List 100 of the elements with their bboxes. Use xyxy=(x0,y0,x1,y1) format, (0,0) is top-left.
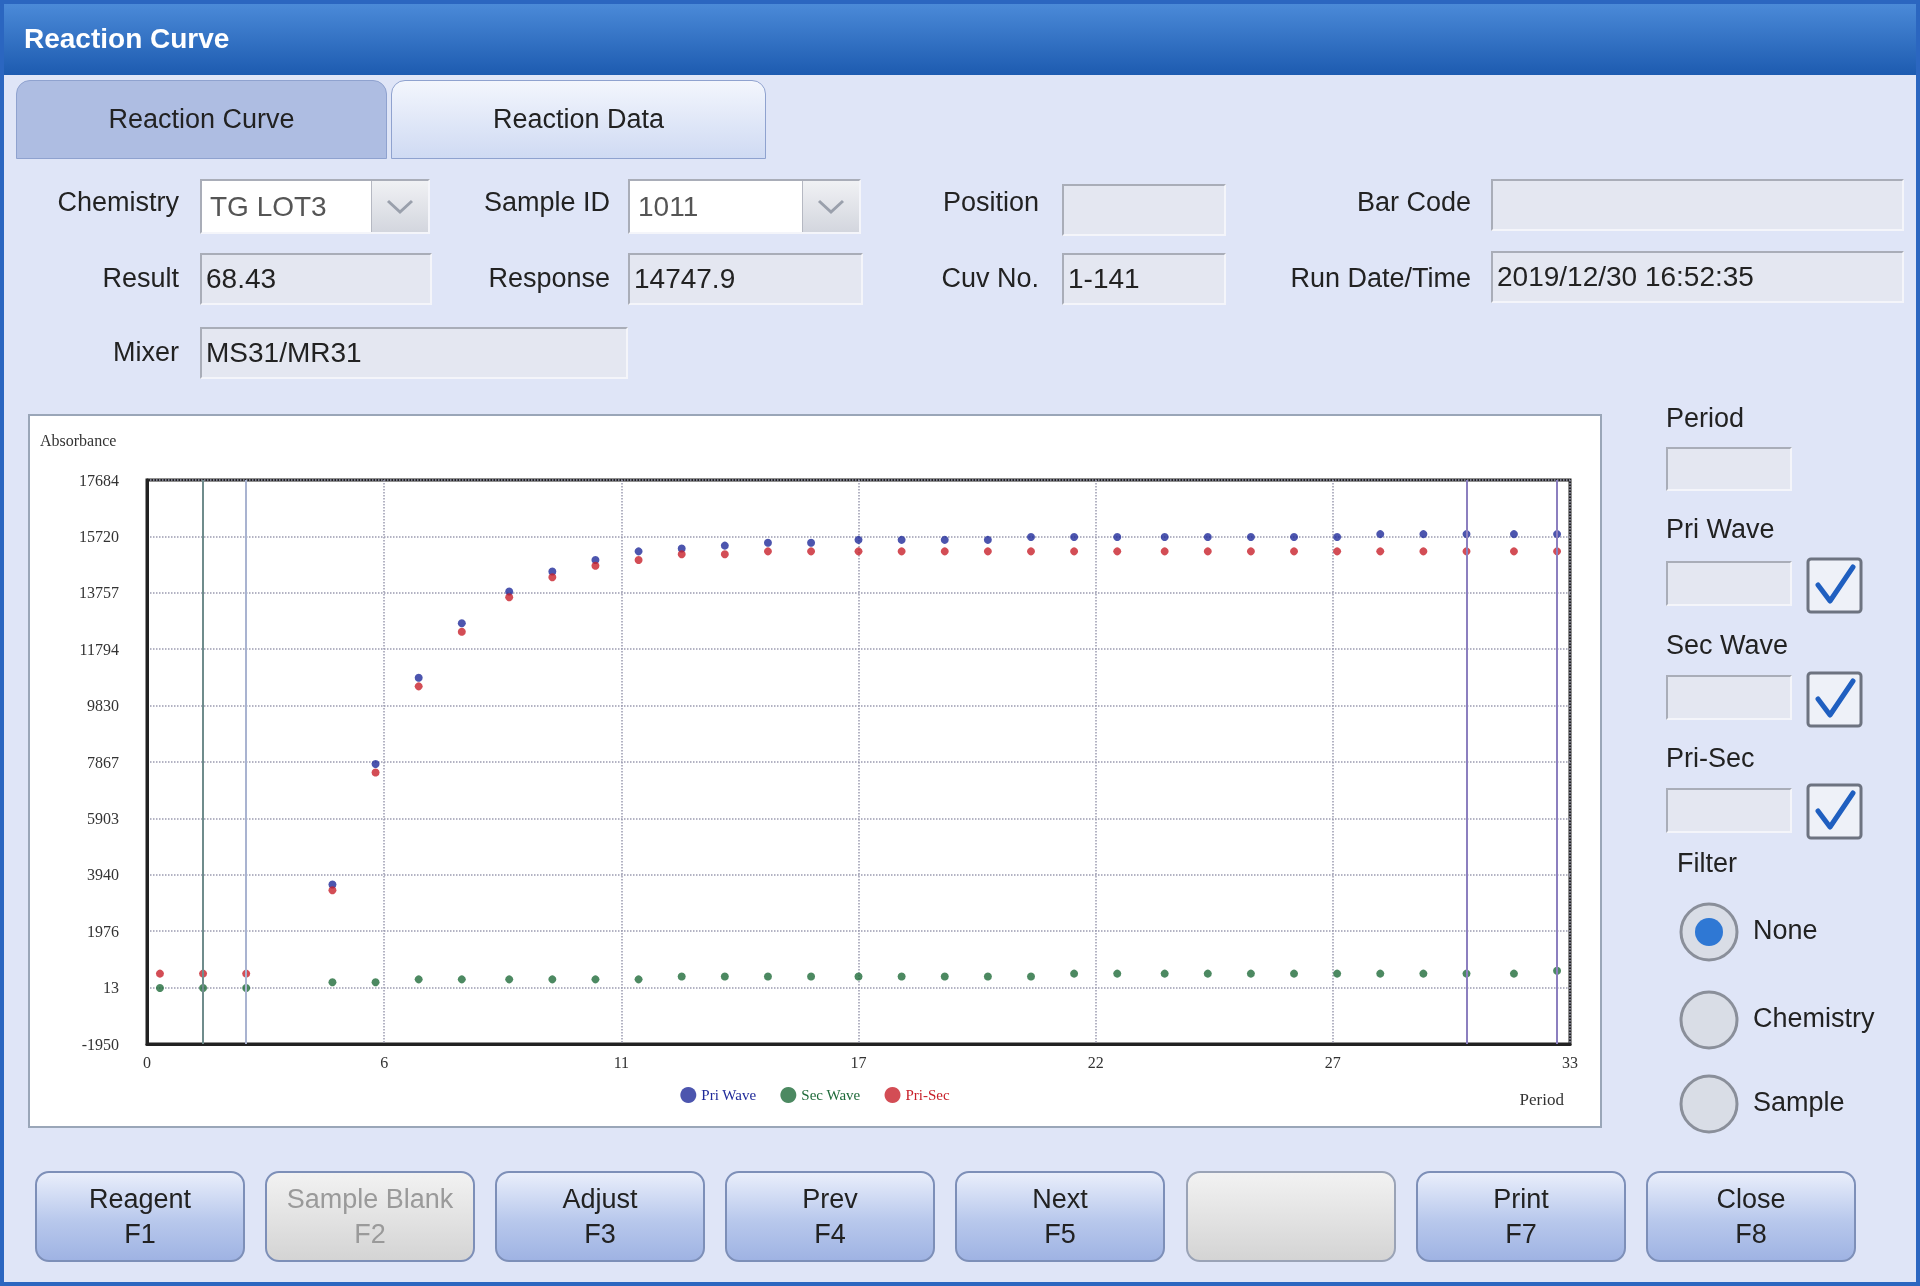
text: Print F7 xyxy=(1416,1171,1626,1262)
text: Result xyxy=(102,263,179,294)
point xyxy=(1113,547,1122,556)
point xyxy=(763,972,772,981)
text: Prev F4 xyxy=(725,1171,935,1262)
legend-label: Pri-Sec xyxy=(905,1087,951,1103)
point xyxy=(1160,969,1169,978)
point xyxy=(983,972,992,981)
text: MS31/MR31 xyxy=(200,327,628,379)
point xyxy=(983,547,992,556)
point xyxy=(457,975,466,984)
point xyxy=(1509,969,1518,978)
point xyxy=(591,561,600,570)
point xyxy=(457,619,466,628)
y-tick-label: 3940 xyxy=(87,866,119,884)
y-axis-title: Absorbance xyxy=(40,431,117,449)
point xyxy=(1376,969,1385,978)
point xyxy=(505,593,514,602)
text: Period xyxy=(1666,403,1745,434)
text: Chemistry xyxy=(57,187,179,218)
point xyxy=(548,975,557,984)
y-tick-label: 13 xyxy=(103,979,119,997)
point xyxy=(763,547,772,556)
point xyxy=(763,538,772,547)
point xyxy=(328,978,337,987)
point xyxy=(1026,547,1035,556)
point xyxy=(1070,532,1079,541)
point xyxy=(155,983,164,992)
point xyxy=(940,535,949,544)
y-tick-label: 9830 xyxy=(87,697,119,715)
point xyxy=(414,682,423,691)
point xyxy=(940,972,949,981)
point xyxy=(1376,530,1385,539)
text: Reaction Data xyxy=(391,80,766,159)
y-tick-label: 11794 xyxy=(79,640,119,658)
point xyxy=(1026,972,1035,981)
point xyxy=(897,547,906,556)
point xyxy=(1246,547,1255,556)
x-tick-label: 11 xyxy=(613,1053,630,1071)
point xyxy=(155,969,164,978)
point xyxy=(807,972,816,981)
y-tick-label: 13757 xyxy=(79,584,119,602)
point xyxy=(897,972,906,981)
text: Sample ID xyxy=(483,187,610,218)
point xyxy=(371,978,380,987)
text: Pri Wave xyxy=(1666,514,1775,545)
y-tick-label: 15720 xyxy=(79,527,119,545)
x-tick-label: 17 xyxy=(850,1053,867,1071)
point xyxy=(1509,547,1518,556)
point xyxy=(1203,969,1212,978)
point xyxy=(1509,530,1518,539)
text: TG LOT3 xyxy=(200,179,430,234)
text: Run Date/Time xyxy=(1290,263,1471,294)
x-tick-label: 33 xyxy=(1562,1053,1578,1071)
point xyxy=(983,535,992,544)
point xyxy=(414,975,423,984)
text: Sample Blank F2 xyxy=(265,1171,475,1262)
point xyxy=(854,535,863,544)
point xyxy=(1203,547,1212,556)
point xyxy=(1070,969,1079,978)
point xyxy=(457,627,466,636)
point xyxy=(1333,969,1342,978)
point xyxy=(1113,969,1122,978)
text: Position xyxy=(942,187,1039,218)
point xyxy=(1419,547,1428,556)
point xyxy=(720,541,729,550)
point xyxy=(677,972,686,981)
point xyxy=(548,573,557,582)
point xyxy=(807,538,816,547)
point xyxy=(1419,969,1428,978)
point xyxy=(634,547,643,556)
text: 1011 xyxy=(628,179,861,234)
point xyxy=(940,547,949,556)
text: 14747.9 xyxy=(628,253,863,305)
text: Pri-Sec xyxy=(1666,743,1755,774)
point xyxy=(371,768,380,777)
y-tick-label: -1950 xyxy=(81,1035,119,1053)
y-tick-label: 1976 xyxy=(87,922,119,940)
point xyxy=(1113,532,1122,541)
text: Mixer xyxy=(113,337,179,368)
x-tick-label: 27 xyxy=(1324,1053,1341,1071)
text: Chemistry xyxy=(1753,1003,1875,1034)
point xyxy=(634,555,643,564)
point xyxy=(1160,547,1169,556)
point xyxy=(677,550,686,559)
y-tick-label: 5903 xyxy=(87,809,119,827)
x-tick-label: 22 xyxy=(1087,1053,1104,1071)
text: Sec Wave xyxy=(1666,630,1789,661)
point xyxy=(1070,547,1079,556)
text: 68.43 xyxy=(200,253,432,305)
y-tick-label: 7867 xyxy=(87,753,119,771)
point xyxy=(720,550,729,559)
text: Adjust F3 xyxy=(495,1171,705,1262)
point xyxy=(1026,532,1035,541)
point xyxy=(1333,532,1342,541)
point xyxy=(1246,532,1255,541)
text: Reaction Curve xyxy=(24,23,230,55)
text: Reaction Curve xyxy=(16,80,387,159)
text: Close F8 xyxy=(1646,1171,1856,1262)
x-axis-title: Period xyxy=(1519,1090,1565,1109)
